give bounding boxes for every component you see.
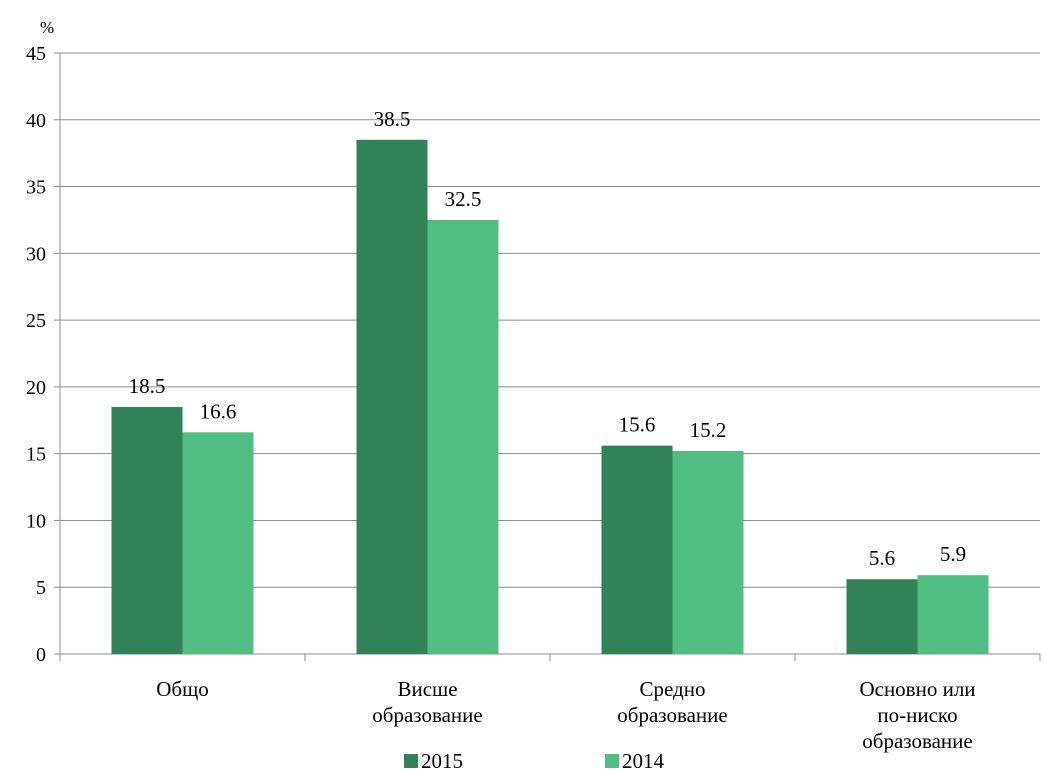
bars: [111, 139, 989, 655]
y-tick-label: 10: [26, 510, 46, 532]
y-tick-label: 5: [36, 577, 46, 599]
category-label: образование: [862, 729, 972, 753]
data-label: 5.9: [940, 542, 966, 566]
category-labels: Общо ВисшеобразованиеСреднообразованиеОсн…: [156, 677, 975, 753]
data-label: 32.5: [445, 187, 482, 211]
category-label: образование: [372, 703, 482, 727]
bar-2014: [917, 575, 989, 654]
bar-2014: [672, 450, 744, 654]
bar-2015: [601, 445, 673, 654]
y-tick-label: 0: [36, 644, 46, 666]
bar-2014: [182, 432, 254, 654]
y-tick-label: 30: [26, 243, 46, 265]
y-axis-ticks: 0 5 10 15 20 25 30 35 40 45: [26, 43, 46, 666]
legend-swatch: [605, 754, 619, 768]
y-tick-label: 20: [26, 377, 46, 399]
category-label: Висше: [397, 677, 457, 701]
category-label: Основно или: [859, 677, 975, 701]
data-label: 15.2: [690, 418, 727, 442]
y-tick-label: 25: [26, 310, 46, 332]
bar-2015: [846, 579, 918, 654]
bar-2014: [427, 219, 499, 654]
category-label: по-ниско: [877, 703, 957, 727]
bar-2015: [356, 139, 428, 655]
legend: 2015 2014: [404, 749, 665, 773]
y-axis-unit-label: %: [40, 18, 54, 37]
data-labels: 18.5 16.6 38.5 32.5 15.6 15.2 5.6 5.9: [129, 107, 967, 570]
data-label: 38.5: [374, 107, 411, 131]
category-label: Средно: [640, 677, 706, 701]
y-tick-label: 15: [26, 444, 46, 466]
y-tick-label: 35: [26, 177, 46, 199]
data-label: 5.6: [869, 546, 895, 570]
category-label: Общо: [156, 677, 209, 701]
y-tick-label: 45: [26, 43, 46, 65]
data-label: 16.6: [200, 399, 237, 423]
data-label: 15.6: [619, 413, 656, 437]
category-label: образование: [617, 703, 727, 727]
data-label: 18.5: [129, 374, 166, 398]
legend-label: 2015: [421, 749, 463, 773]
y-tick-label: 40: [26, 110, 46, 132]
legend-label: 2014: [622, 749, 665, 773]
bar-2015: [111, 406, 183, 654]
legend-swatch: [404, 754, 418, 768]
